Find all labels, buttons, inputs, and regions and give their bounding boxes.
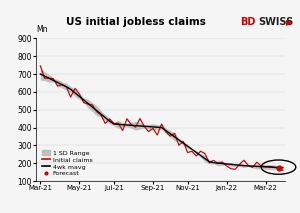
Text: SWISS: SWISS [258,17,294,27]
Text: ▶: ▶ [286,18,292,27]
Text: US initial jobless claims: US initial jobless claims [66,17,206,27]
Legend: 1 SD Range, Initial claims, 4wk mavg, Forecast: 1 SD Range, Initial claims, 4wk mavg, Fo… [42,150,93,177]
Text: Mn: Mn [36,25,47,34]
Point [276,166,281,169]
Text: BD: BD [240,17,256,27]
